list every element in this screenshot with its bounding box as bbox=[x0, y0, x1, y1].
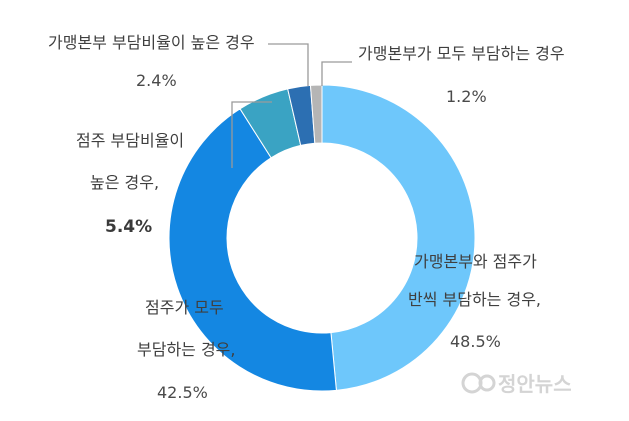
value-seg1: 42.5% bbox=[157, 383, 208, 402]
watermark-logo-dot-icon bbox=[478, 374, 496, 392]
value-seg3: 2.4% bbox=[136, 71, 177, 90]
donut-slice-4 bbox=[309, 84, 323, 144]
donut-slice-0 bbox=[321, 84, 476, 391]
watermark-logo-icon bbox=[461, 372, 483, 394]
watermark-text: 정안뉴스 bbox=[498, 372, 572, 396]
label-seg2-line2: 높은 경우, bbox=[90, 173, 159, 192]
label-seg0-line2: 반씩 부담하는 경우, bbox=[408, 290, 541, 309]
label-seg3-line1: 가맹본부 부담비율이 높은 경우 bbox=[48, 33, 255, 52]
label-seg2-line1: 점주 부담비율이 bbox=[76, 131, 184, 150]
label-seg0-line1: 가맹본부와 점주가 bbox=[414, 252, 537, 271]
label-seg1-line2: 부담하는 경우, bbox=[137, 340, 236, 359]
value-seg0: 48.5% bbox=[450, 332, 501, 351]
value-seg2: 5.4% bbox=[105, 217, 152, 237]
value-seg4: 1.2% bbox=[446, 87, 487, 106]
leader-line-seg3 bbox=[268, 43, 309, 86]
leader-line-seg4 bbox=[321, 61, 352, 86]
watermark: 정안뉴스 bbox=[461, 372, 572, 396]
label-seg4-line1: 가맹본부가 모두 부담하는 경우 bbox=[358, 44, 565, 63]
donut-slices bbox=[168, 84, 476, 392]
leader-line-seg2 bbox=[231, 101, 272, 168]
label-seg1-line1: 점주가 모두 bbox=[145, 298, 224, 317]
donut-slice-1 bbox=[168, 108, 337, 392]
